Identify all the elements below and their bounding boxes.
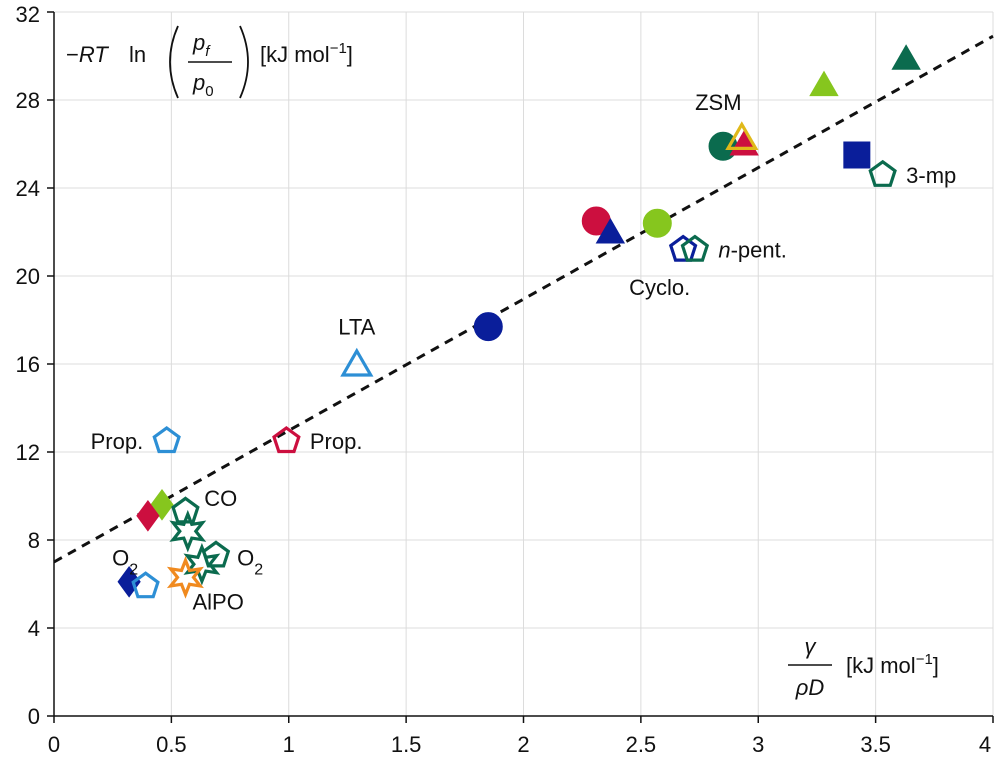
annotation-cyclo: Cyclo.	[629, 275, 690, 300]
x-tick-label: 1	[283, 732, 295, 757]
annotations: n-pent. O2 O2 LTA Prop. Prop. ZSM 3-mp Cyclo.…	[91, 90, 957, 614]
data-point-pentagon	[131, 571, 160, 599]
y-tick-label: 8	[28, 528, 40, 553]
annotation-zsm: ZSM	[695, 90, 741, 115]
y-label-left-paren	[169, 25, 179, 99]
data-point-pentagon	[272, 426, 301, 454]
y-label-numerator: pf	[192, 30, 211, 60]
annotation-o2-left: O2	[112, 546, 138, 579]
data-point-pentagon	[868, 159, 897, 187]
x-label-denominator: ρD	[795, 675, 825, 700]
x-tick-label: 4	[979, 732, 991, 757]
y-label-ln: ln	[129, 42, 146, 67]
annotation-lta: LTA	[338, 315, 375, 340]
x-tick-label: 0	[48, 732, 60, 757]
data-points	[117, 44, 921, 599]
x-tick-label: 3.5	[860, 732, 891, 757]
data-point-star	[166, 556, 204, 599]
data-point-pentagon	[152, 426, 181, 454]
fit-line	[53, 34, 994, 564]
x-tick-label: 2	[517, 732, 529, 757]
x-tick-label: 3	[752, 732, 764, 757]
annotation-co: CO	[204, 486, 237, 511]
data-point-star	[169, 509, 207, 553]
axes	[47, 11, 994, 723]
data-point-star	[183, 542, 221, 586]
data-point-pentagon	[668, 234, 698, 262]
y-tick-label: 12	[16, 440, 40, 465]
x-label-units: [kJ mol−1]	[846, 651, 939, 678]
data-point-pentagon	[201, 540, 231, 568]
x-tick-label: 1.5	[391, 732, 422, 757]
y-tick-label: 20	[16, 264, 40, 289]
x-axis-label: γ ρD [kJ mol−1]	[788, 634, 939, 700]
y-label-right-paren	[239, 25, 249, 99]
data-point-triangle	[340, 347, 374, 377]
annotation-o2-right: O2	[237, 546, 263, 579]
annotation-prop-left: Prop.	[91, 429, 144, 454]
annotation-alpo: AlPO	[193, 590, 244, 615]
annotation-n-pent: n-pent.	[718, 238, 787, 263]
data-point-circle	[473, 312, 503, 342]
y-tick-label: 0	[28, 704, 40, 729]
data-point-pentagon	[680, 234, 710, 262]
y-label-prefix: −RT	[66, 42, 109, 67]
data-point-circle	[642, 208, 672, 238]
annotation-3mp: 3-mp	[906, 163, 956, 188]
y-tick-label: 16	[16, 352, 40, 377]
x-label-numerator: γ	[805, 634, 818, 659]
y-label-denominator: p0	[192, 70, 214, 100]
y-tick-label: 24	[16, 176, 40, 201]
grid	[53, 11, 994, 717]
y-tick-label: 28	[16, 88, 40, 113]
data-point-square	[843, 141, 871, 169]
data-point-triangle	[891, 44, 921, 70]
y-tick-label: 32	[16, 2, 40, 27]
x-tick-label: 2.5	[626, 732, 657, 757]
data-point-triangle	[809, 70, 839, 97]
tick-labels: 0 0.5 1 1.5 2 2.5 3 3.5 4 0 4 8 12 16 20 24 28 32	[16, 2, 992, 757]
x-tick-label: 0.5	[156, 732, 187, 757]
data-point-triangle	[725, 121, 759, 150]
data-point-diamond	[136, 499, 160, 532]
y-tick-label: 4	[28, 616, 40, 641]
y-axis-label: −RT ln pf p0 [kJ mol−1]	[66, 25, 353, 100]
data-point-triangle	[595, 217, 626, 244]
data-point-circle	[708, 131, 738, 161]
y-label-units: [kJ mol−1]	[260, 40, 353, 67]
annotation-prop-right: Prop.	[310, 429, 363, 454]
